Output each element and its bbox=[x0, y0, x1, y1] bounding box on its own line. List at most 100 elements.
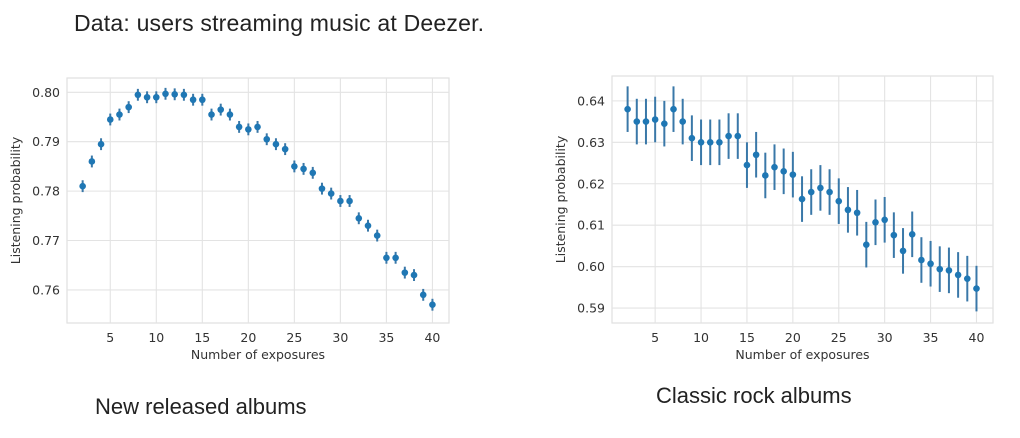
data-point bbox=[309, 169, 317, 177]
data-point bbox=[697, 139, 705, 146]
data-point bbox=[633, 118, 641, 125]
data-point bbox=[281, 145, 289, 153]
y-tick-label: 0.80 bbox=[32, 85, 60, 100]
data-point bbox=[798, 195, 806, 203]
x-tick-label: 5 bbox=[651, 330, 659, 345]
data-point bbox=[899, 247, 907, 255]
data-point bbox=[789, 171, 797, 178]
data-point bbox=[881, 216, 888, 224]
x-tick-label: 10 bbox=[148, 330, 164, 345]
data-point bbox=[125, 103, 132, 111]
plot-area bbox=[66, 77, 450, 324]
data-point bbox=[346, 197, 353, 205]
x-tick-label: 15 bbox=[194, 330, 210, 345]
data-point bbox=[743, 161, 751, 169]
data-point bbox=[936, 265, 944, 273]
data-point bbox=[780, 168, 787, 175]
data-point bbox=[171, 91, 178, 98]
data-point bbox=[106, 116, 114, 123]
data-point bbox=[254, 123, 261, 131]
x-tick-label: 10 bbox=[693, 330, 709, 345]
data-point bbox=[208, 111, 215, 118]
data-point bbox=[392, 254, 399, 262]
x-tick-label: 40 bbox=[969, 330, 985, 345]
data-point bbox=[670, 105, 677, 113]
data-point bbox=[725, 132, 732, 140]
data-point bbox=[97, 140, 105, 148]
data-point bbox=[373, 232, 381, 239]
data-point bbox=[318, 185, 326, 192]
y-tick-label: 0.79 bbox=[32, 134, 60, 149]
data-point bbox=[927, 260, 934, 268]
y-tick-label: 0.78 bbox=[32, 184, 60, 199]
data-point bbox=[364, 222, 372, 229]
x-tick-label: 35 bbox=[378, 330, 394, 345]
data-point bbox=[945, 267, 953, 274]
x-axis-label: Number of exposures bbox=[735, 347, 869, 362]
data-point bbox=[291, 163, 298, 170]
y-tick-label: 0.61 bbox=[577, 218, 605, 233]
y-tick-label: 0.77 bbox=[32, 233, 60, 248]
data-point bbox=[853, 209, 861, 217]
caption-classic-rock-albums: Classic rock albums bbox=[656, 383, 852, 408]
data-point bbox=[954, 271, 962, 279]
data-point bbox=[642, 118, 650, 125]
x-tick-label: 30 bbox=[877, 330, 893, 345]
data-point bbox=[762, 172, 769, 179]
data-point bbox=[807, 188, 815, 196]
data-point bbox=[217, 106, 225, 113]
y-axis-label: Listening probability bbox=[8, 136, 23, 264]
data-point bbox=[401, 269, 409, 276]
x-tick-label: 15 bbox=[739, 330, 755, 345]
data-point bbox=[383, 254, 390, 262]
data-point bbox=[752, 151, 760, 159]
data-point bbox=[189, 96, 197, 104]
data-point bbox=[272, 140, 280, 148]
y-tick-label: 0.76 bbox=[32, 282, 60, 297]
data-point bbox=[679, 118, 686, 125]
data-point bbox=[134, 91, 142, 99]
x-tick-label: 25 bbox=[286, 330, 302, 345]
data-point bbox=[826, 188, 833, 196]
y-axis-label: Listening probability bbox=[553, 135, 568, 263]
x-tick-label: 20 bbox=[240, 330, 256, 345]
data-point bbox=[688, 134, 696, 142]
y-tick-label: 0.59 bbox=[577, 301, 605, 316]
data-point bbox=[963, 275, 971, 282]
data-point bbox=[817, 184, 824, 192]
y-tick-label: 0.64 bbox=[577, 93, 605, 108]
data-point bbox=[143, 93, 151, 101]
slide-title: Data: users streaming music at Deezer. bbox=[74, 10, 485, 36]
data-point bbox=[337, 197, 344, 205]
data-point bbox=[419, 291, 427, 299]
data-point bbox=[872, 218, 879, 226]
data-point bbox=[863, 241, 870, 248]
data-point bbox=[429, 301, 436, 309]
data-point bbox=[355, 214, 363, 222]
y-tick-label: 0.62 bbox=[577, 176, 605, 191]
data-point bbox=[263, 135, 271, 143]
data-point bbox=[651, 116, 659, 123]
data-point bbox=[152, 93, 160, 101]
data-point bbox=[79, 182, 86, 190]
x-tick-label: 20 bbox=[785, 330, 801, 345]
data-point bbox=[624, 105, 631, 113]
x-tick-label: 5 bbox=[106, 330, 114, 345]
data-point bbox=[327, 190, 335, 197]
data-point bbox=[235, 123, 243, 131]
data-point bbox=[226, 111, 234, 118]
caption-new-released-albums: New released albums bbox=[95, 394, 307, 419]
data-point bbox=[734, 132, 742, 140]
y-tick-label: 0.60 bbox=[577, 259, 605, 274]
data-point bbox=[918, 256, 925, 264]
data-point bbox=[116, 111, 123, 118]
x-tick-label: 25 bbox=[831, 330, 847, 345]
data-point bbox=[835, 197, 843, 205]
chart-classic-rock-albums: 5 10 15 20 25 30 35 40 0.59 0.60 0.61 0.62 0.63 0.64 N… bbox=[553, 75, 994, 362]
x-axis-label: Number of exposures bbox=[191, 347, 325, 362]
y-tick-label: 0.63 bbox=[577, 135, 605, 150]
data-point bbox=[973, 285, 980, 292]
data-point bbox=[771, 163, 778, 171]
data-point bbox=[162, 90, 169, 98]
